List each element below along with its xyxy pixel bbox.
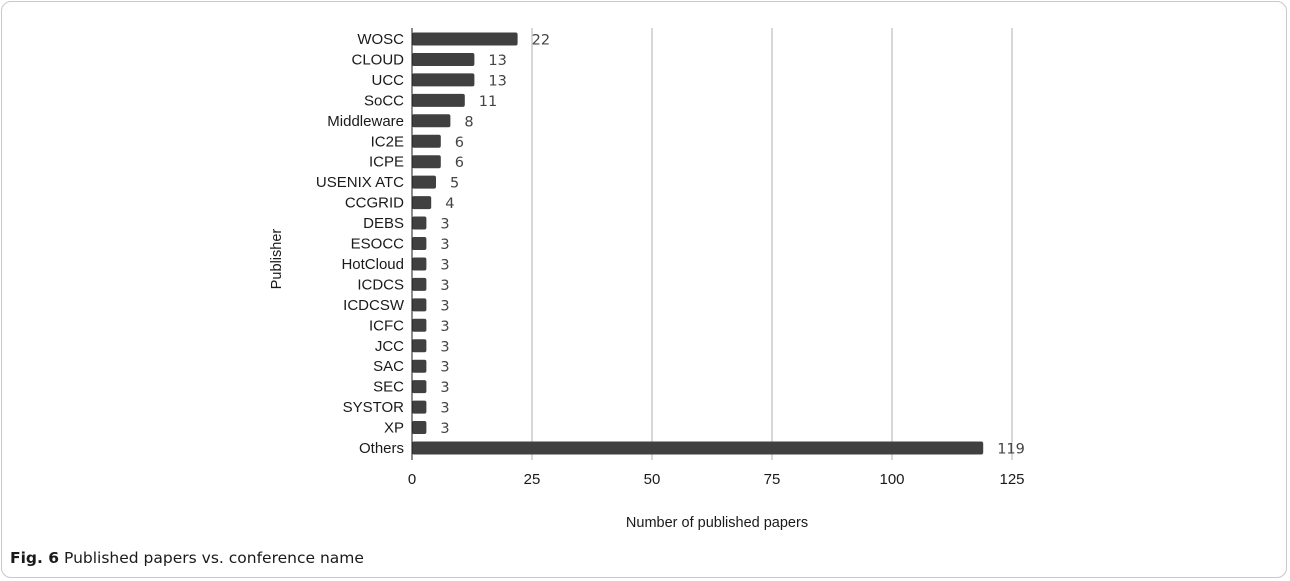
bar xyxy=(412,52,475,66)
bar xyxy=(412,298,427,312)
data-label: 8 xyxy=(464,114,473,130)
bar xyxy=(412,359,427,373)
data-label: 5 xyxy=(450,176,459,192)
x-tick-labels: 0 25 50 75 100 125 xyxy=(408,471,1025,488)
bar xyxy=(412,257,427,271)
bar xyxy=(412,237,427,250)
y-axis-title: Publisher xyxy=(269,229,285,290)
data-label: 6 xyxy=(455,135,464,151)
data-label: 3 xyxy=(440,298,449,314)
category-label: XP xyxy=(384,420,404,437)
bar xyxy=(412,196,432,210)
x-tick-label: 50 xyxy=(644,471,661,488)
x-tick-label: 100 xyxy=(879,471,904,488)
bar xyxy=(412,277,427,291)
bar xyxy=(412,32,518,46)
category-label: ICPE xyxy=(369,154,404,171)
data-label: 13 xyxy=(488,53,506,69)
data-label: 11 xyxy=(479,94,497,110)
category-label: DEBS xyxy=(363,215,404,232)
data-label: 3 xyxy=(440,217,449,233)
category-label: ICFC xyxy=(369,317,404,334)
data-label: 3 xyxy=(440,421,449,437)
data-label: 3 xyxy=(440,380,449,396)
category-label: SEC xyxy=(373,379,404,396)
data-label: 3 xyxy=(440,319,449,335)
bar xyxy=(412,318,427,332)
category-label: ICDCSW xyxy=(343,297,405,314)
category-label: Others xyxy=(359,440,404,457)
bar xyxy=(412,155,441,169)
category-label: WOSC xyxy=(357,31,404,48)
bar xyxy=(412,216,427,230)
gridlines xyxy=(531,28,1013,460)
bar xyxy=(412,73,475,87)
bar xyxy=(412,134,441,148)
figure-caption-text: Published papers vs. conference name xyxy=(59,549,364,567)
data-label: 3 xyxy=(440,278,449,294)
category-label: SAC xyxy=(373,358,404,375)
bar xyxy=(412,380,427,394)
x-axis-title: Number of published papers xyxy=(626,515,808,531)
category-label: ICDCS xyxy=(357,276,404,293)
category-label: CLOUD xyxy=(351,51,404,68)
category-label: Middleware xyxy=(327,113,404,130)
category-label: CCGRID xyxy=(345,195,404,212)
x-tick-label: 125 xyxy=(999,471,1024,488)
data-label: 3 xyxy=(440,237,449,253)
data-label: 3 xyxy=(440,360,449,376)
data-label: 3 xyxy=(440,401,449,417)
bar xyxy=(412,93,465,107)
category-label: HotCloud xyxy=(341,256,404,273)
category-label: JCC xyxy=(375,338,404,355)
x-tick-label: 75 xyxy=(764,471,781,488)
bars xyxy=(412,32,984,455)
bar xyxy=(412,421,427,435)
bar xyxy=(412,339,427,353)
category-label: UCC xyxy=(372,72,405,89)
figure-caption: Fig. 6 Published papers vs. conference n… xyxy=(10,549,364,567)
data-label: 6 xyxy=(455,155,464,171)
x-tick-label: 0 xyxy=(408,471,416,488)
data-label: 13 xyxy=(488,73,506,89)
bar xyxy=(412,175,436,189)
data-label: 4 xyxy=(445,196,454,212)
x-tick-label: 25 xyxy=(524,471,541,488)
category-labels: WOSC CLOUD UCC SoCC Middleware IC2E ICPE USENIX… xyxy=(316,31,405,457)
bar xyxy=(412,114,451,128)
category-label: IC2E xyxy=(371,133,404,150)
category-label: USENIX ATC xyxy=(316,174,404,191)
data-label: 3 xyxy=(440,339,449,355)
category-label: SYSTOR xyxy=(343,399,405,416)
data-label: 119 xyxy=(997,442,1025,458)
bar xyxy=(412,400,427,414)
category-label: SoCC xyxy=(364,92,404,109)
data-label: 3 xyxy=(440,257,449,273)
data-label: 22 xyxy=(532,33,550,49)
category-label: ESOCC xyxy=(351,236,405,253)
bar xyxy=(412,441,984,455)
figure-caption-label: Fig. 6 xyxy=(10,549,60,567)
